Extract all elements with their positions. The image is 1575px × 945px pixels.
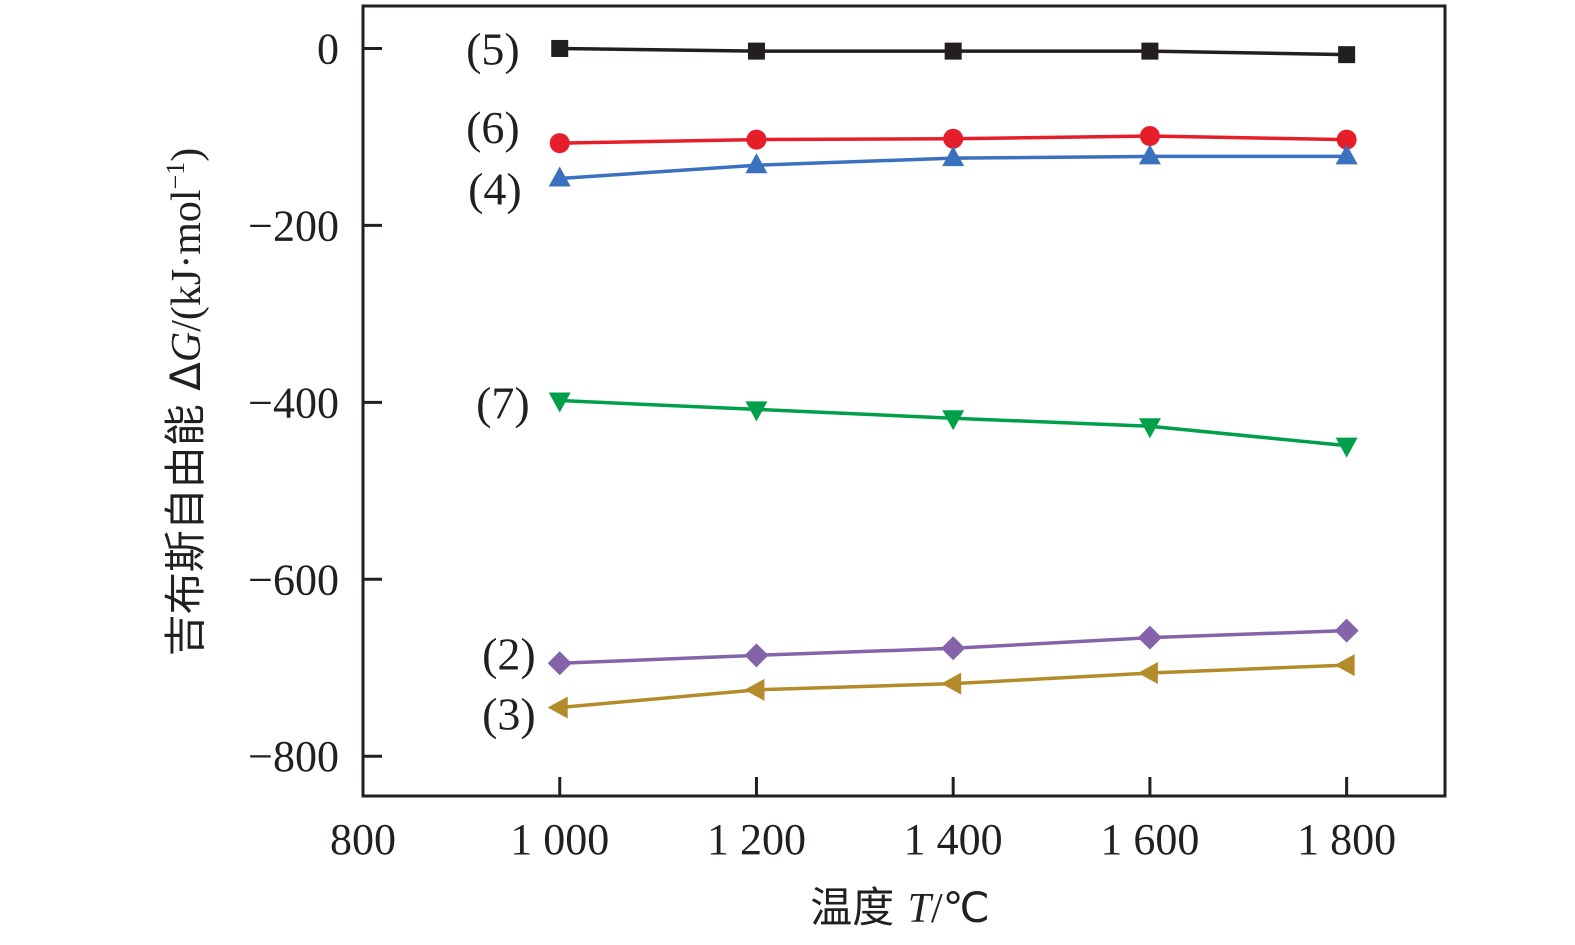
x-title-prefix: 温度 — [810, 883, 907, 932]
y-title-close: ) — [164, 148, 210, 162]
data-point-diamond — [744, 643, 769, 668]
data-point-triangle-left — [744, 678, 765, 701]
y-tick-label: −800 — [248, 732, 339, 781]
data-point-square — [747, 42, 765, 60]
x-tick-label: 1 600 — [1100, 815, 1199, 864]
series-layer — [547, 39, 1359, 719]
data-point-square — [944, 42, 962, 60]
y-axis-ticks: 0 −200 −400 −600 −800 — [248, 24, 382, 781]
data-point-square — [1141, 42, 1159, 60]
data-point-triangle-left — [1334, 654, 1355, 677]
x-tick-label: 800 — [330, 815, 396, 864]
data-point-triangle-left — [547, 696, 568, 719]
x-tick-label: 1 400 — [904, 815, 1003, 864]
series-2 — [547, 618, 1359, 676]
data-point-circle — [1336, 129, 1357, 150]
series-3 — [547, 654, 1355, 719]
y-tick-label: −400 — [248, 378, 339, 427]
data-point-triangle-left — [941, 672, 962, 695]
series-5 — [551, 39, 1356, 64]
series-labels: (5) (6) (4) (7) (2) (3) — [466, 23, 536, 739]
data-point-triangle-down — [745, 401, 768, 422]
series-6 — [549, 126, 1357, 154]
series-7 — [548, 392, 1358, 458]
data-point-diamond — [547, 651, 572, 676]
data-point-circle — [1139, 126, 1160, 147]
data-point-triangle-up — [942, 146, 965, 167]
data-point-circle — [549, 133, 570, 154]
y-title-exponent: −1 — [161, 162, 190, 190]
series-label: (5) — [466, 23, 520, 74]
x-tick-label: 1 000 — [510, 815, 609, 864]
data-point-triangle-left — [1137, 662, 1158, 685]
y-tick-label: −200 — [248, 201, 339, 250]
data-point-triangle-up — [1335, 144, 1358, 165]
series-label: (7) — [476, 378, 530, 429]
y-title-prefix: 吉布斯自由能 Δ — [161, 362, 210, 656]
data-point-square — [1338, 46, 1356, 64]
x-tick-label: 1 200 — [707, 815, 806, 864]
y-tick-label: −600 — [248, 555, 339, 604]
x-title-var: T — [908, 886, 934, 932]
y-axis-title: 吉布斯自由能 ΔG/(kJ·mol−1) — [161, 148, 210, 656]
data-point-triangle-down — [942, 410, 965, 431]
series-label: (3) — [482, 689, 536, 740]
x-axis-ticks: 800 1 000 1 200 1 400 1 600 1 800 — [330, 777, 1396, 864]
series-4 — [548, 144, 1358, 187]
y-title-unit: /(kJ·mol — [164, 189, 210, 331]
data-point-triangle-down — [1138, 418, 1161, 439]
data-point-diamond — [1137, 625, 1162, 650]
x-axis-title: 温度 T/℃ — [810, 883, 990, 932]
data-point-triangle-up — [548, 166, 571, 187]
data-point-circle — [943, 128, 964, 149]
series-label: (6) — [466, 102, 520, 153]
series-label: (4) — [468, 164, 522, 215]
y-title-var: G — [164, 332, 210, 362]
x-tick-label: 1 800 — [1297, 815, 1396, 864]
data-point-diamond — [1334, 618, 1359, 643]
data-point-triangle-up — [1138, 144, 1161, 165]
x-title-suffix: /℃ — [931, 886, 990, 932]
series-label: (2) — [482, 628, 536, 679]
data-point-triangle-up — [745, 153, 768, 174]
data-point-triangle-down — [548, 392, 571, 413]
data-point-diamond — [941, 636, 966, 661]
data-point-circle — [746, 129, 767, 150]
data-point-square — [551, 39, 569, 57]
data-point-triangle-down — [1335, 437, 1358, 458]
y-tick-label: 0 — [317, 24, 339, 73]
